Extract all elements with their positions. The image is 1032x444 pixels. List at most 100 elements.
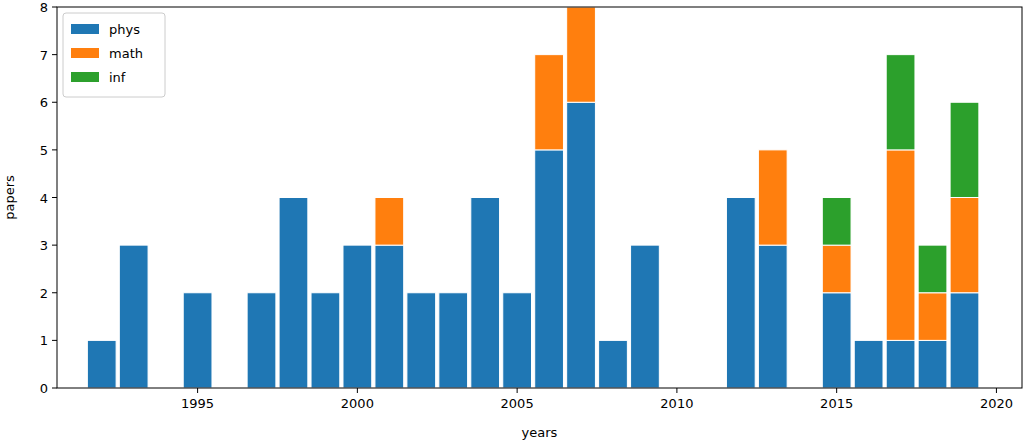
bar: [439, 293, 468, 388]
bar: [822, 293, 851, 388]
bar: [726, 197, 755, 198]
bar: [247, 292, 276, 293]
bar: [87, 340, 116, 341]
y-tick-label: 6: [40, 95, 48, 110]
bar: [503, 292, 532, 293]
bar: [407, 292, 436, 293]
y-tick: [52, 388, 57, 389]
bar: [599, 340, 628, 341]
y-tick: [52, 102, 57, 103]
y-tick: [52, 245, 57, 246]
bar: [375, 245, 404, 388]
bar: [822, 198, 851, 246]
bar: [726, 197, 755, 198]
bar: [758, 149, 787, 150]
legend-label: phys: [109, 22, 140, 37]
bar: [631, 245, 660, 246]
y-tick-label: 4: [40, 191, 48, 206]
bar: [599, 340, 628, 341]
bar: [183, 292, 212, 293]
bar: [822, 245, 851, 293]
y-tick: [52, 7, 57, 8]
bar: [311, 292, 340, 293]
x-tick: [996, 388, 997, 393]
bar: [343, 245, 372, 246]
bar: [471, 197, 500, 198]
plot-frame: [57, 7, 1022, 388]
bar: [950, 198, 979, 293]
bar: [886, 150, 915, 341]
bar: [279, 198, 308, 389]
bar: [407, 293, 436, 388]
bar: [535, 150, 564, 388]
bar: [854, 340, 883, 388]
bar: [87, 340, 116, 388]
y-tick: [52, 340, 57, 341]
x-tick-label: 2000: [341, 396, 374, 411]
y-tick-label: 2: [40, 286, 48, 301]
bar: [87, 340, 116, 341]
y-tick: [52, 197, 57, 198]
y-axis-label: papers: [2, 175, 17, 220]
bar: [631, 245, 660, 388]
bar: [439, 292, 468, 293]
legend-label: inf: [109, 70, 126, 85]
bar: [535, 54, 564, 55]
bar: [247, 292, 276, 293]
bar: [503, 292, 532, 293]
bar: [311, 292, 340, 293]
bar: [471, 198, 500, 389]
bar: [758, 150, 787, 245]
bar: [950, 102, 979, 197]
bar: [119, 245, 148, 246]
y-tick-label: 8: [40, 0, 48, 15]
legend-box: [63, 13, 165, 97]
bar: [503, 293, 532, 388]
y-tick-label: 0: [40, 381, 48, 396]
bar: [567, 102, 596, 388]
bar: [918, 245, 947, 293]
bar: [375, 198, 404, 246]
bar: [631, 245, 660, 246]
bar: [247, 293, 276, 388]
x-tick-label: 2010: [660, 396, 693, 411]
bar: [183, 293, 212, 388]
bar: [886, 340, 915, 388]
x-tick-label: 2005: [501, 396, 534, 411]
bar: [119, 245, 148, 246]
bar: [343, 245, 372, 246]
bar: [311, 293, 340, 388]
x-tick: [676, 388, 677, 393]
bar: [439, 292, 468, 293]
bar: [726, 198, 755, 389]
x-axis-label: years: [522, 425, 558, 440]
y-tick-label: 3: [40, 238, 48, 253]
bar: [567, 7, 596, 102]
chart: 199520002005201020152020012345678yearspa…: [0, 0, 1032, 444]
bar: [407, 292, 436, 293]
bar: [279, 197, 308, 198]
bar: [375, 197, 404, 198]
bar: [183, 292, 212, 293]
y-tick-label: 1: [40, 333, 48, 348]
y-tick: [52, 149, 57, 150]
legend: physmathinf: [63, 13, 165, 97]
legend-swatch: [71, 72, 99, 82]
bar: [918, 340, 947, 388]
bar: [918, 293, 947, 341]
x-tick-label: 2020: [980, 396, 1013, 411]
legend-swatch: [71, 48, 99, 58]
bar: [950, 293, 979, 388]
bar: [599, 340, 628, 388]
bar: [343, 245, 372, 388]
bar: [854, 340, 883, 341]
y-tick: [52, 54, 57, 55]
bar: [854, 340, 883, 341]
x-tick-label: 2015: [820, 396, 853, 411]
bar: [119, 245, 148, 388]
bar: [535, 55, 564, 150]
x-tick: [197, 388, 198, 393]
bar: [471, 197, 500, 198]
x-tick: [836, 388, 837, 393]
bar: [758, 245, 787, 388]
